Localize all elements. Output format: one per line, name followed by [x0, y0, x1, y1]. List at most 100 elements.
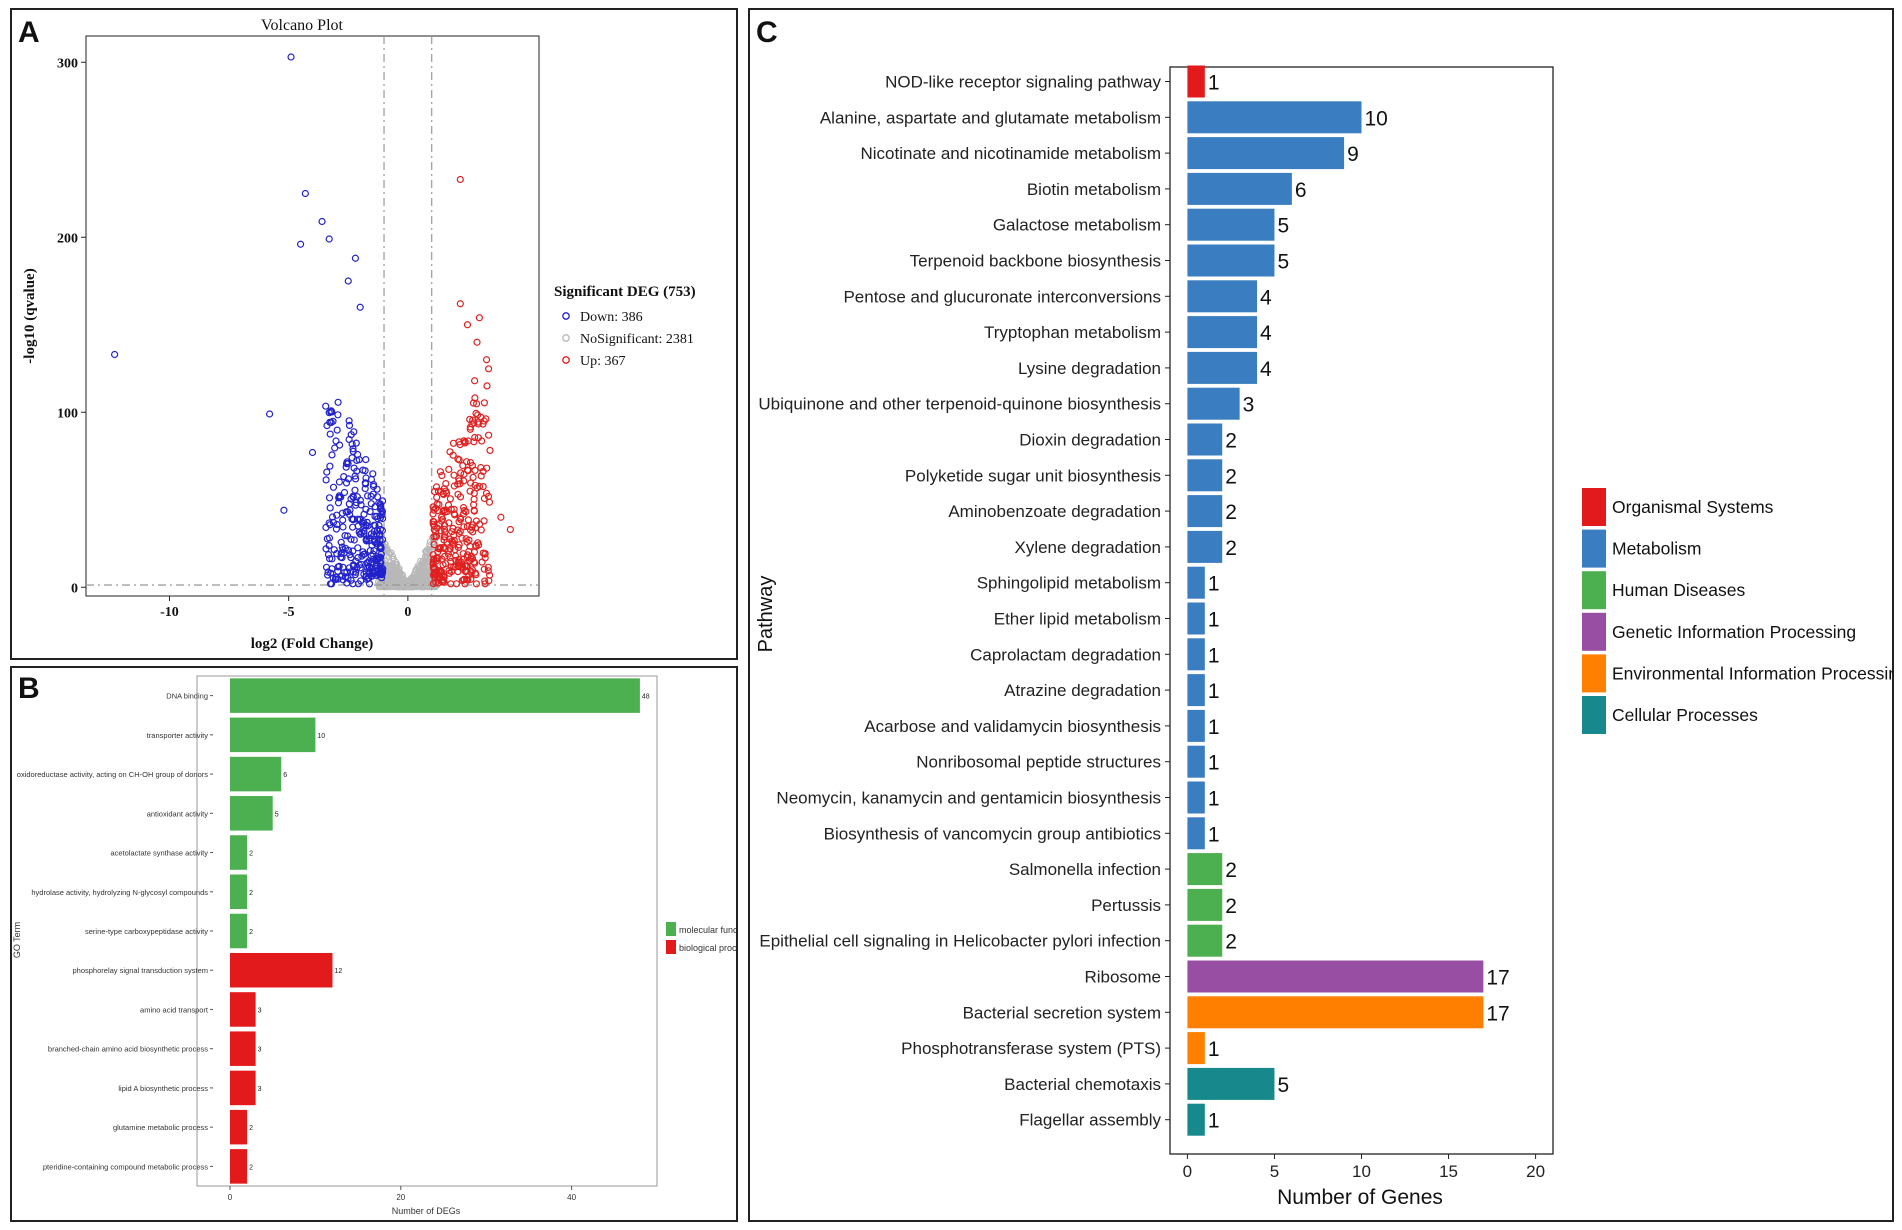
- legend-label-nonsignificant: NoSignificant: 2381: [580, 332, 694, 347]
- nonsignificant-point: [411, 575, 418, 582]
- up-point: [440, 525, 449, 533]
- up-point: [464, 516, 472, 524]
- down-point: [323, 468, 331, 476]
- pathway-bar-galactose-metabolism: [1187, 208, 1275, 241]
- pathway-bar-value-label: 2: [1225, 537, 1237, 560]
- pathway-bar-value-label: 10: [1365, 107, 1388, 130]
- go-legend: molecular function biological process: [666, 922, 736, 954]
- nonsignificant-point: [390, 570, 397, 577]
- up-point: [485, 498, 494, 506]
- up-point: [486, 571, 494, 579]
- up-point: [480, 399, 488, 407]
- up-point: [463, 321, 472, 329]
- up-point: [455, 518, 463, 526]
- down-point: [344, 475, 353, 483]
- down-point: [349, 447, 357, 455]
- nonsignificant-point: [426, 547, 433, 554]
- down-point: [366, 546, 374, 555]
- legend-label-down: Down: 386: [580, 310, 643, 325]
- nonsignificant-point: [414, 575, 421, 582]
- pathway-bar-ether-lipid-metabolism: [1187, 602, 1205, 635]
- down-point: [356, 303, 364, 311]
- pathway-bar-phosphotransferase-system-pts: [1187, 1032, 1205, 1065]
- pathway-bar-atrazine-degradation: [1187, 674, 1205, 707]
- up-point: [461, 580, 469, 588]
- up-point: [466, 487, 474, 495]
- volcano-y-tick-label: 300: [57, 56, 78, 71]
- down-point: [375, 521, 383, 530]
- go-bar-oxidoreductase-activity-acting-on-ch-oh-group-of-donors: [230, 756, 282, 792]
- legend-label-metabolism: Metabolism: [1612, 539, 1701, 559]
- go-category-label: acetolactate synthase activity: [110, 849, 208, 858]
- up-point: [479, 420, 487, 428]
- pathway-category-label: Epithelial cell signaling in Helicobacte…: [759, 932, 1161, 951]
- down-point: [344, 508, 352, 516]
- volcano-plot-svg: Volcano Plot -10 -5 0 0 100 200 300 log2 (Fold…: [22, 17, 696, 652]
- down-point: [296, 240, 305, 248]
- up-point: [449, 524, 457, 533]
- pathway-category-label: Salmonella infection: [1009, 860, 1161, 879]
- nonsignificant-point: [423, 580, 430, 587]
- pathway-bar-value-label: 17: [1486, 967, 1509, 990]
- up-point: [467, 569, 475, 577]
- pathway-bar-aminobenzoate-degradation: [1187, 495, 1223, 528]
- nonsignificant-point: [421, 583, 428, 590]
- up-point: [467, 555, 475, 564]
- pathway-bar-terpenoid-backbone-biosynthesis: [1187, 244, 1275, 277]
- legend-swatch-biological-process: [666, 940, 676, 954]
- up-point: [465, 547, 473, 556]
- pathway-bar-value-label: 2: [1225, 430, 1237, 453]
- down-point: [337, 538, 345, 546]
- down-point: [377, 559, 385, 567]
- down-point: [341, 531, 349, 540]
- up-point: [482, 415, 490, 423]
- up-point: [471, 481, 479, 489]
- down-point: [373, 485, 381, 493]
- go-bar-value-label: 6: [283, 772, 287, 779]
- down-point: [334, 411, 342, 419]
- pathway-bar-alanine-aspartate-and-glutamate-metabolism: [1187, 101, 1362, 134]
- volcano-x-tick-label: 0: [404, 605, 411, 620]
- nonsignificant-point: [420, 559, 427, 566]
- up-point: [447, 557, 455, 566]
- pathway-bar-value-label: 4: [1260, 286, 1272, 309]
- go-bar-value-label: 3: [258, 1007, 262, 1014]
- up-point: [474, 411, 482, 419]
- up-point: [474, 539, 482, 547]
- pathway-bar-value-label: 1: [1208, 609, 1220, 632]
- legend-label-molecular-function: molecular function: [679, 925, 736, 935]
- down-point: [324, 571, 332, 579]
- pathway-category-label: Alanine, aspartate and glutamate metabol…: [820, 108, 1161, 127]
- up-point: [430, 540, 438, 549]
- pathway-category-label: Terpenoid backbone biosynthesis: [910, 252, 1161, 271]
- up-point: [449, 439, 457, 447]
- volcano-legend: Significant DEG (753) Down: 386 NoSignif…: [554, 284, 696, 369]
- down-point: [347, 576, 355, 584]
- up-point: [466, 459, 475, 467]
- down-point: [364, 522, 372, 530]
- pathway-bar-pertussis: [1187, 888, 1223, 921]
- pathway-bar-dioxin-degradation: [1187, 423, 1223, 456]
- up-point: [472, 571, 480, 579]
- pathway-category-label: NOD-like receptor signaling pathway: [885, 73, 1161, 92]
- pathway-bar-tryptophan-metabolism: [1187, 316, 1258, 349]
- down-point: [363, 559, 371, 567]
- panel-label-a: A: [18, 16, 40, 49]
- pathway-bar-xylene-degradation: [1187, 530, 1223, 563]
- pathway-bar-caprolactam-degradation: [1187, 638, 1205, 671]
- legend-marker-nonsignificant: [562, 334, 570, 342]
- down-point: [354, 553, 362, 562]
- go-bar-value-label: 12: [334, 968, 342, 975]
- down-point: [329, 483, 338, 491]
- down-point: [359, 548, 367, 556]
- up-point: [450, 563, 458, 571]
- up-point: [433, 524, 441, 532]
- up-point: [474, 434, 482, 442]
- down-point: [352, 475, 360, 483]
- up-point: [452, 580, 461, 588]
- down-point: [325, 541, 333, 550]
- down-point: [345, 417, 353, 425]
- legend-label-biological-process: biological process: [679, 943, 736, 953]
- go-axes: DNA binding transporter activity oxidoredu…: [17, 692, 657, 1202]
- up-point: [456, 175, 464, 184]
